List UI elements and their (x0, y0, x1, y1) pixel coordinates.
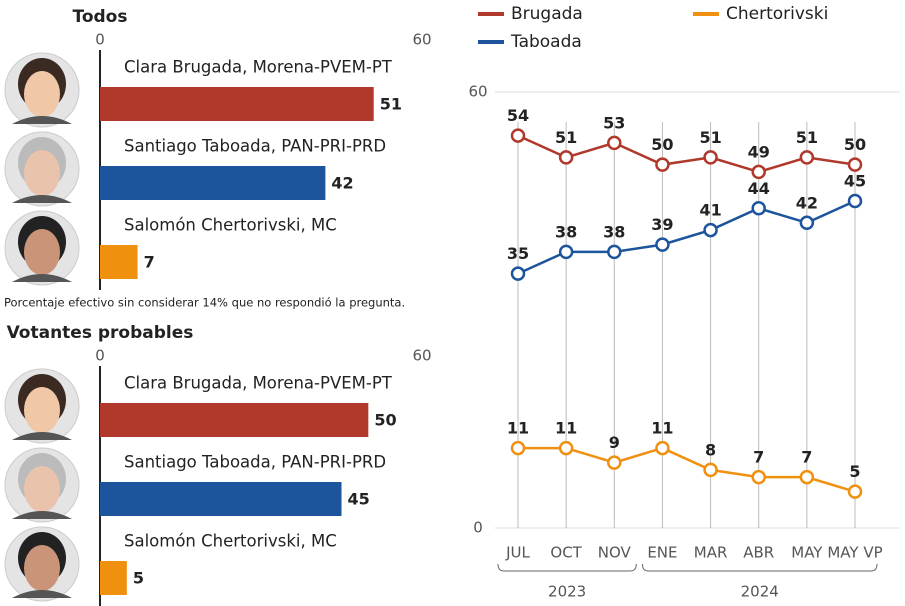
value-label: 45 (348, 490, 370, 509)
value-label: 51 (555, 128, 577, 147)
data-point (705, 224, 717, 236)
bar (100, 87, 374, 121)
y-tick-label: 60 (468, 83, 487, 101)
data-point (512, 130, 524, 142)
value-label: 7 (801, 448, 812, 467)
candidate-name: Santiago Taboada, PAN-PRI-PRD (124, 453, 386, 472)
legend-label: Taboada (510, 32, 582, 52)
photo-face (24, 229, 60, 275)
value-label: 11 (507, 419, 529, 438)
x-tick-label: MAR (694, 544, 728, 562)
x-tick-label: ENE (647, 544, 677, 562)
data-point (849, 486, 861, 498)
data-point (849, 195, 861, 207)
value-label: 53 (603, 113, 625, 132)
value-label: 35 (507, 244, 529, 263)
data-point (608, 457, 620, 469)
x-tick-label: OCT (550, 544, 582, 562)
value-label: 5 (133, 569, 144, 588)
value-label: 8 (705, 440, 716, 459)
bar (100, 245, 138, 279)
infographic: Todos 0 60 Clara Brugada, Morena-PVEM-PT 51 S… (0, 0, 905, 606)
value-label: 11 (651, 419, 673, 438)
x-tick-label: JUL (505, 544, 530, 562)
bar (100, 166, 325, 200)
candidate-name: Clara Brugada, Morena-PVEM-PT (124, 374, 393, 393)
bar (100, 561, 127, 595)
bar (100, 482, 342, 516)
candidate-name: Salomón Chertorivski, MC (124, 532, 337, 551)
data-point (656, 159, 668, 171)
photo-face (24, 466, 60, 512)
value-label: 54 (507, 106, 529, 125)
group-label: 2024 (741, 583, 779, 601)
value-label: 42 (331, 174, 353, 193)
x-tick-label: MAY VP (827, 544, 882, 562)
legend-label: Chertorivski (726, 4, 828, 24)
data-point (753, 471, 765, 483)
value-label: 5 (849, 462, 860, 481)
x-tick-label: 60 (412, 347, 431, 365)
x-tick-label: MAY (791, 544, 823, 562)
value-label: 50 (374, 411, 396, 430)
data-point (801, 471, 813, 483)
value-label: 38 (603, 222, 625, 241)
group-bracket (498, 564, 636, 571)
value-label: 11 (555, 419, 577, 438)
candidate-name: Salomón Chertorivski, MC (124, 216, 337, 235)
data-point (608, 246, 620, 258)
data-point (705, 151, 717, 163)
footnote: Porcentaje efectivo sin considerar 14% q… (4, 296, 405, 310)
legend-label: Brugada (511, 4, 583, 24)
bar (100, 403, 368, 437)
value-label: 7 (144, 253, 155, 272)
data-point (753, 202, 765, 214)
data-point (705, 464, 717, 476)
value-label: 39 (651, 215, 673, 234)
value-label: 41 (699, 201, 721, 220)
data-point (801, 217, 813, 229)
value-label: 42 (796, 193, 818, 212)
value-label: 50 (844, 135, 866, 154)
value-label: 51 (796, 128, 818, 147)
value-label: 7 (753, 448, 764, 467)
data-point (608, 137, 620, 149)
data-point (560, 246, 572, 258)
group-label: 2023 (548, 583, 586, 601)
photo-face (24, 71, 60, 117)
photo-face (24, 545, 60, 591)
x-tick-label: ABR (743, 544, 774, 562)
value-label: 38 (555, 222, 577, 241)
y-tick-label: 0 (473, 519, 483, 537)
candidate-name: Clara Brugada, Morena-PVEM-PT (124, 58, 393, 77)
value-label: 51 (380, 95, 402, 114)
value-label: 45 (844, 172, 866, 191)
x-tick-label: 0 (95, 31, 105, 49)
data-point (656, 239, 668, 251)
data-point (849, 159, 861, 171)
chart-title: Todos (73, 7, 128, 27)
data-point (753, 166, 765, 178)
value-label: 49 (748, 142, 770, 161)
data-point (656, 442, 668, 454)
photo-face (24, 150, 60, 196)
x-tick-label: 0 (95, 347, 105, 365)
data-point (560, 442, 572, 454)
data-point (801, 151, 813, 163)
x-tick-label: NOV (598, 544, 632, 562)
photo-face (24, 387, 60, 433)
group-bracket (642, 564, 877, 571)
value-label: 51 (699, 128, 721, 147)
chart-title: Votantes probables (7, 323, 194, 343)
data-point (512, 268, 524, 280)
value-label: 44 (748, 179, 770, 198)
candidate-name: Santiago Taboada, PAN-PRI-PRD (124, 137, 386, 156)
data-point (560, 151, 572, 163)
x-tick-label: 60 (412, 31, 431, 49)
value-label: 50 (651, 135, 673, 154)
value-label: 9 (609, 433, 620, 452)
data-point (512, 442, 524, 454)
